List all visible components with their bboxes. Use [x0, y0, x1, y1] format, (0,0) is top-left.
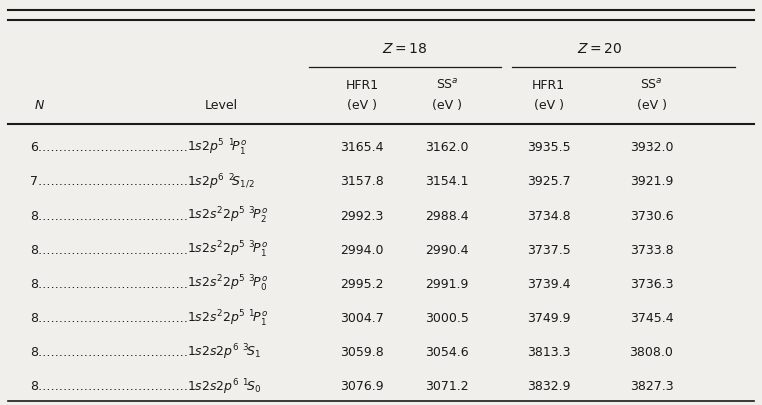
Text: 2992.3: 2992.3 — [341, 210, 383, 223]
Text: $N$: $N$ — [34, 99, 45, 112]
Text: 3921.9: 3921.9 — [630, 175, 673, 188]
Text: 2991.9: 2991.9 — [426, 278, 469, 291]
Text: 8………………………………: 8……………………………… — [30, 278, 188, 291]
Text: Level: Level — [204, 99, 238, 112]
Text: (eV ): (eV ) — [636, 99, 667, 112]
Text: 3739.4: 3739.4 — [527, 278, 571, 291]
Text: 3932.0: 3932.0 — [629, 141, 674, 154]
Text: 3734.8: 3734.8 — [527, 210, 571, 223]
Text: (eV ): (eV ) — [432, 99, 463, 112]
Text: $1s2s^{2}2p^{5}\ {}^{1}\!P_{1}^{o}$: $1s2s^{2}2p^{5}\ {}^{1}\!P_{1}^{o}$ — [187, 309, 268, 328]
Text: 2988.4: 2988.4 — [425, 210, 469, 223]
Text: 3935.5: 3935.5 — [527, 141, 571, 154]
Text: $1s2s^{2}2p^{5}\ {}^{3}\!P_{1}^{o}$: $1s2s^{2}2p^{5}\ {}^{3}\!P_{1}^{o}$ — [187, 240, 268, 260]
Text: 8………………………………: 8……………………………… — [30, 346, 188, 359]
Text: 3813.3: 3813.3 — [527, 346, 571, 359]
Text: 3076.9: 3076.9 — [340, 380, 384, 393]
Text: 3808.0: 3808.0 — [629, 346, 674, 359]
Text: $Z = 20$: $Z = 20$ — [577, 42, 623, 55]
Text: 3730.6: 3730.6 — [629, 210, 674, 223]
Text: 3154.1: 3154.1 — [425, 175, 469, 188]
Text: 2995.2: 2995.2 — [340, 278, 384, 291]
Text: 3162.0: 3162.0 — [425, 141, 469, 154]
Text: 6………………………………: 6……………………………… — [30, 141, 188, 154]
Text: $1s2p^{6}\ {}^{2}\!S_{1/2}$: $1s2p^{6}\ {}^{2}\!S_{1/2}$ — [187, 173, 255, 192]
Text: 3827.3: 3827.3 — [629, 380, 674, 393]
Text: $Z = 18$: $Z = 18$ — [382, 42, 427, 55]
Text: 3733.8: 3733.8 — [629, 244, 674, 257]
Text: 8………………………………: 8……………………………… — [30, 312, 188, 325]
Text: 3059.8: 3059.8 — [340, 346, 384, 359]
Text: 3749.9: 3749.9 — [527, 312, 571, 325]
Text: 3157.8: 3157.8 — [340, 175, 384, 188]
Text: 3925.7: 3925.7 — [527, 175, 571, 188]
Text: 3000.5: 3000.5 — [425, 312, 469, 325]
Text: 3004.7: 3004.7 — [340, 312, 384, 325]
Text: SS$^{a}$: SS$^{a}$ — [640, 78, 663, 92]
Text: 3745.4: 3745.4 — [629, 312, 674, 325]
Text: HFR1: HFR1 — [532, 79, 565, 92]
Text: HFR1: HFR1 — [345, 79, 379, 92]
Text: $1s2s2p^{6}\ {}^{3}\!S_{1}$: $1s2s2p^{6}\ {}^{3}\!S_{1}$ — [187, 343, 261, 362]
Text: 8………………………………: 8……………………………… — [30, 380, 188, 393]
Text: $1s2s^{2}2p^{5}\ {}^{3}\!P_{2}^{o}$: $1s2s^{2}2p^{5}\ {}^{3}\!P_{2}^{o}$ — [187, 206, 268, 226]
Text: (eV ): (eV ) — [347, 99, 377, 112]
Text: 8………………………………: 8……………………………… — [30, 244, 188, 257]
Text: 3736.3: 3736.3 — [629, 278, 674, 291]
Text: 3071.2: 3071.2 — [425, 380, 469, 393]
Text: 3054.6: 3054.6 — [425, 346, 469, 359]
Text: 3165.4: 3165.4 — [340, 141, 384, 154]
Text: 8………………………………: 8……………………………… — [30, 210, 188, 223]
Text: $1s2s^{2}2p^{5}\ {}^{3}\!P_{0}^{o}$: $1s2s^{2}2p^{5}\ {}^{3}\!P_{0}^{o}$ — [187, 274, 268, 294]
Text: 7………………………………: 7……………………………… — [30, 175, 188, 188]
Text: $1s2s2p^{6}\ {}^{1}\!S_{0}$: $1s2s2p^{6}\ {}^{1}\!S_{0}$ — [187, 377, 261, 396]
Text: 3737.5: 3737.5 — [527, 244, 571, 257]
Text: 3832.9: 3832.9 — [527, 380, 571, 393]
Text: 2994.0: 2994.0 — [340, 244, 384, 257]
Text: $1s2p^{5}\ {}^{1}\!P_{1}^{o}$: $1s2p^{5}\ {}^{1}\!P_{1}^{o}$ — [187, 138, 247, 158]
Text: 2990.4: 2990.4 — [425, 244, 469, 257]
Text: SS$^{a}$: SS$^{a}$ — [436, 78, 459, 92]
Text: (eV ): (eV ) — [533, 99, 564, 112]
